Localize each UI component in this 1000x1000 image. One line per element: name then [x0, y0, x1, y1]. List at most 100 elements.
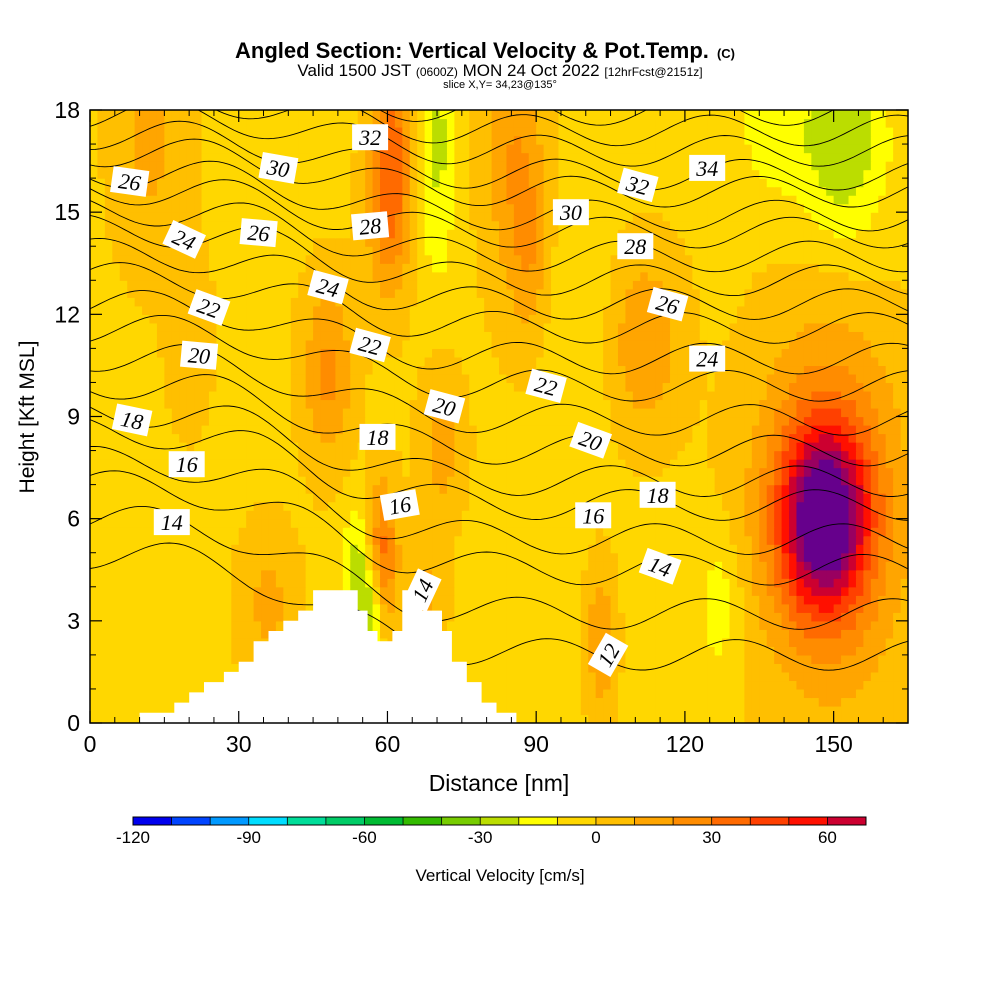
velocity-cell — [699, 646, 708, 656]
velocity-cell — [208, 373, 218, 384]
velocity-cell — [127, 484, 136, 494]
chart-title-unit: (C) — [717, 46, 735, 61]
velocity-cell — [127, 373, 136, 384]
velocity-cell — [588, 544, 597, 554]
velocity-cell — [253, 416, 262, 426]
velocity-cell — [565, 382, 574, 392]
velocity-cell — [484, 348, 493, 358]
velocity-cell — [261, 476, 270, 486]
velocity-cell — [885, 637, 894, 647]
velocity-cell — [632, 603, 641, 613]
velocity-cell — [751, 399, 760, 409]
velocity-cell — [796, 416, 805, 426]
velocity-cell — [603, 467, 612, 477]
velocity-cell — [208, 586, 218, 596]
velocity-cell — [714, 569, 723, 579]
velocity-cell — [536, 501, 545, 511]
velocity-cell — [216, 399, 225, 409]
velocity-cell — [558, 484, 567, 494]
velocity-cell — [499, 399, 508, 409]
velocity-cell — [454, 425, 463, 435]
velocity-cell — [261, 484, 270, 494]
velocity-cell — [803, 680, 812, 690]
velocity-cell — [774, 356, 783, 367]
velocity-cell — [104, 637, 113, 647]
velocity-cell — [692, 425, 701, 435]
velocity-cell — [677, 442, 686, 452]
velocity-cell — [841, 442, 850, 452]
velocity-cell — [580, 620, 589, 630]
velocity-cell — [461, 544, 470, 554]
velocity-cell — [543, 467, 552, 477]
velocity-cell — [149, 552, 158, 562]
velocity-cell — [208, 382, 218, 392]
velocity-cell — [290, 356, 299, 367]
velocity-cell — [491, 373, 500, 384]
velocity-cell — [112, 595, 121, 605]
velocity-cell — [149, 586, 158, 596]
velocity-cell — [699, 476, 708, 486]
velocity-cell — [201, 561, 210, 571]
velocity-cell — [677, 339, 686, 349]
velocity-cell — [632, 365, 641, 375]
velocity-cell — [521, 544, 530, 554]
velocity-cell — [484, 578, 493, 588]
velocity-cell — [736, 527, 745, 537]
velocity-cell — [134, 697, 143, 707]
velocity-cell — [617, 339, 627, 349]
velocity-cell — [134, 603, 143, 613]
velocity-cell — [149, 425, 158, 435]
velocity-cell — [684, 671, 693, 682]
velocity-cell — [513, 612, 522, 622]
velocity-cell — [573, 629, 582, 639]
velocity-cell — [647, 663, 656, 673]
velocity-cell — [640, 433, 649, 443]
velocity-cell — [781, 356, 790, 367]
velocity-cell — [707, 612, 716, 622]
velocity-cell — [313, 569, 322, 579]
velocity-cell — [283, 569, 292, 579]
velocity-cell — [149, 365, 158, 375]
velocity-cell — [231, 612, 240, 622]
velocity-cell — [454, 476, 463, 486]
velocity-cell — [298, 365, 307, 375]
velocity-cell — [640, 714, 649, 723]
velocity-cell — [186, 603, 195, 613]
velocity-cell — [275, 442, 284, 452]
velocity-cell — [558, 501, 567, 511]
velocity-cell — [536, 442, 545, 452]
velocity-cell — [275, 365, 284, 375]
velocity-cell — [290, 586, 299, 596]
velocity-cell — [699, 467, 708, 477]
velocity-cell — [90, 467, 99, 477]
velocity-cell — [528, 433, 537, 443]
velocity-cell — [90, 527, 99, 537]
velocity-cell — [231, 501, 240, 511]
velocity-cell — [811, 407, 820, 418]
velocity-cell — [893, 450, 902, 460]
velocity-cell — [313, 484, 322, 494]
velocity-cell — [499, 501, 508, 511]
velocity-cell — [432, 356, 441, 367]
velocity-cell — [811, 705, 820, 716]
velocity-cell — [848, 663, 857, 673]
velocity-cell — [625, 348, 634, 358]
velocity-cell — [826, 518, 835, 528]
velocity-cell — [632, 390, 641, 401]
velocity-cell — [803, 476, 812, 486]
velocity-cell — [855, 569, 864, 579]
velocity-cell — [223, 373, 232, 384]
velocity-cell — [885, 416, 894, 426]
velocity-cell — [543, 484, 552, 494]
velocity-cell — [461, 518, 470, 528]
velocity-cell — [223, 527, 232, 537]
velocity-cell — [201, 569, 210, 579]
velocity-cell — [342, 561, 351, 571]
velocity-cell — [119, 654, 128, 664]
velocity-cell — [283, 416, 292, 426]
velocity-cell — [528, 450, 537, 460]
velocity-cell — [432, 501, 441, 511]
velocity-cell — [729, 680, 738, 690]
velocity-cell — [231, 373, 240, 384]
velocity-cell — [610, 552, 619, 562]
